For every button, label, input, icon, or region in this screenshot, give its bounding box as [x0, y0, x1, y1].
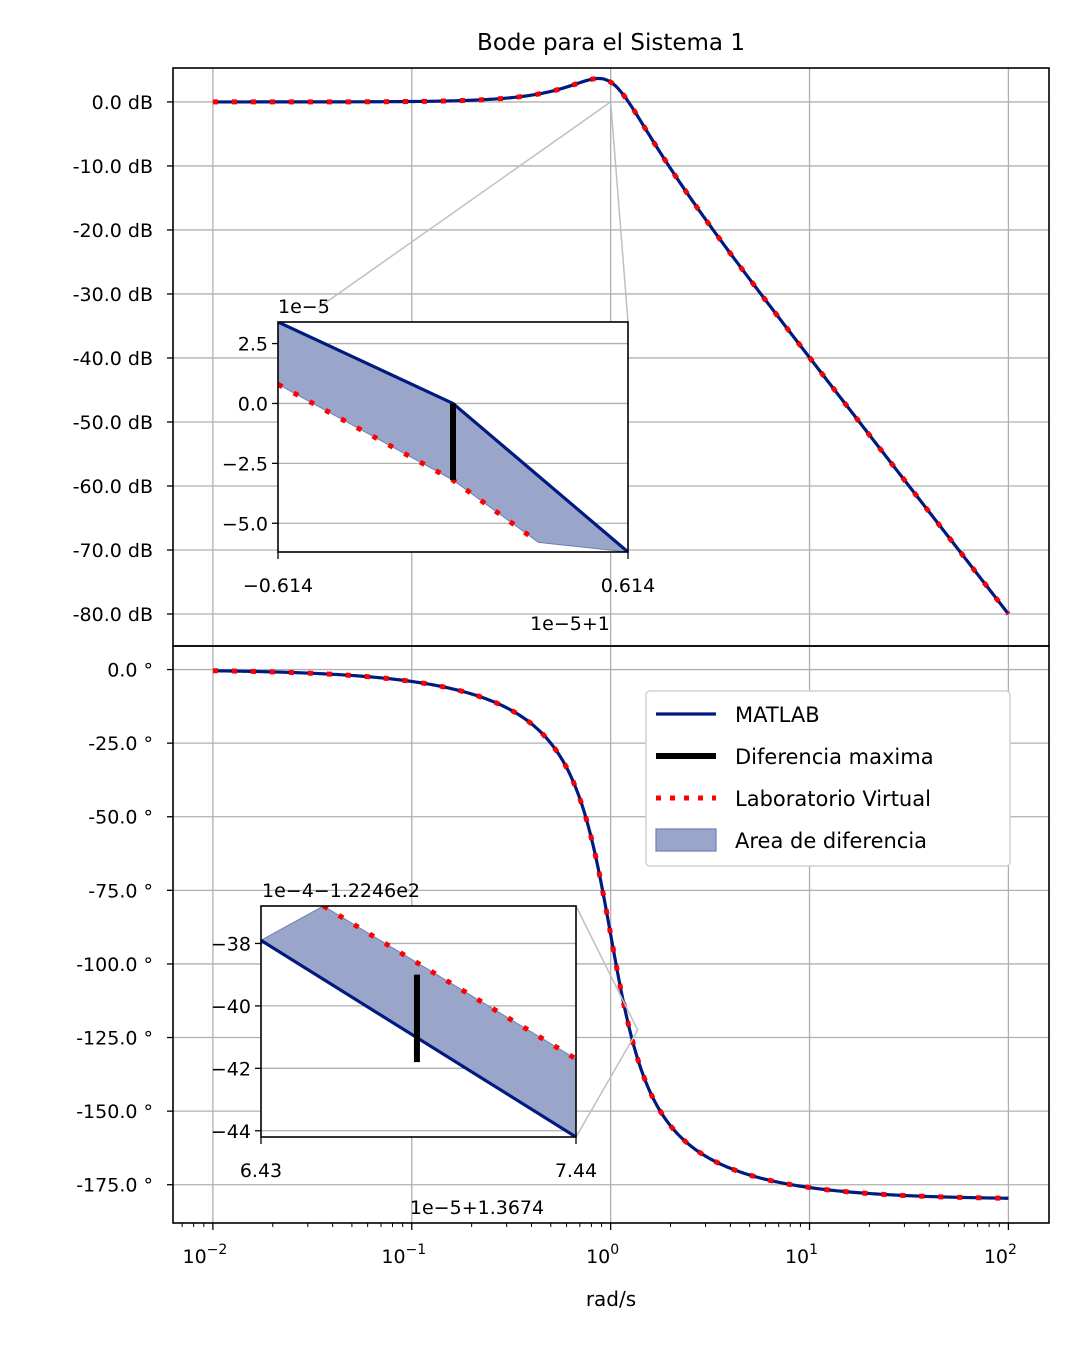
inset-x-tick-label: 7.44 — [555, 1160, 597, 1182]
inset-y-tick-label: 2.5 — [238, 334, 268, 356]
inset-x-tick-label: −0.614 — [243, 575, 313, 597]
inset-x-tick-label: 0.614 — [601, 575, 655, 597]
legend-box — [645, 690, 1011, 867]
y-tick-label: -125.0 ° — [76, 1028, 153, 1050]
inset-plot-area — [261, 906, 576, 1137]
y-tick-label: -30.0 dB — [73, 284, 153, 306]
inset-connector-line — [609, 101, 629, 323]
inset-y-tick-label: −5.0 — [222, 513, 268, 535]
y-tick-label: -20.0 dB — [73, 220, 153, 242]
x-tick-label: 101 — [785, 1242, 818, 1268]
inset-y-tick-label: −2.5 — [222, 453, 268, 475]
inset-x-offset-label: 1e−5+1.3674 — [410, 1197, 544, 1219]
magnitude-panel: 0.0 dB -10.0 dB -20.0 dB -30.0 dB -40.0 dB -5… — [73, 67, 1050, 647]
legend-entry-label: MATLAB — [735, 703, 820, 727]
x-tick-label: 10−2 — [182, 1242, 227, 1268]
y-tick-label: -75.0 ° — [88, 880, 153, 902]
inset-x-tick-label: 6.43 — [240, 1160, 282, 1182]
legend-entry-label: Laboratorio Virtual — [735, 787, 931, 811]
y-tick-label: -100.0 ° — [76, 954, 153, 976]
x-tick-label: 102 — [984, 1242, 1017, 1268]
inset-connector-line — [317, 101, 612, 309]
y-tick-label: 0.0 dB — [92, 92, 153, 114]
chart-title: Bode para el Sistema 1 — [477, 30, 745, 56]
magnitude-inset: 2.5 0.0 −2.5 −5.0 −0.614 0.614 1e−5+1 1e−5 — [222, 101, 655, 635]
inset-virtual-line — [322, 906, 576, 1062]
inset-y-scale-label: 1e−4−1.2246e2 — [262, 880, 420, 902]
matlab-line — [212, 669, 1009, 1200]
inset-connector-line — [575, 905, 639, 1031]
y-tick-label: -150.0 ° — [76, 1101, 153, 1123]
inset-connector-line — [575, 1029, 639, 1138]
inset-y-tick-label: −42 — [211, 1058, 251, 1080]
legend-entry-label: Area de diferencia — [735, 829, 927, 853]
virtual-line — [212, 75, 1011, 616]
y-tick-label: -10.0 dB — [73, 156, 153, 178]
legend-area-swatch — [655, 828, 717, 852]
inset-frame — [260, 905, 577, 1138]
inset-y-scale-label: 1e−5 — [278, 296, 330, 318]
legend: MATLAB Diferencia maxima Laboratorio Virtu… — [645, 690, 1011, 867]
y-tick-label: 0.0 ° — [107, 660, 153, 682]
y-tick-label: -50.0 ° — [88, 807, 153, 829]
inset-frame — [277, 321, 629, 553]
y-tick-label: -80.0 dB — [73, 604, 153, 626]
y-tick-label: -70.0 dB — [73, 540, 153, 562]
inset-y-tick-label: −44 — [211, 1121, 251, 1143]
legend-entry-label: Diferencia maxima — [735, 745, 934, 769]
y-tick-label: -175.0 ° — [76, 1175, 153, 1197]
inset-x-offset-label: 1e−5+1 — [530, 613, 610, 635]
x-axis-label: rad/s — [586, 1287, 636, 1311]
y-tick-label: -25.0 ° — [88, 733, 153, 755]
phase-inset: −38 −40 −42 −44 6.43 7.44 1e−5+1.3674 1e−4−1.22… — [211, 880, 639, 1219]
inset-y-tick-label: −38 — [211, 933, 251, 955]
y-tick-label: -40.0 dB — [73, 348, 153, 370]
x-tick-label: 100 — [586, 1242, 619, 1268]
x-tick-label: 10−1 — [381, 1242, 426, 1268]
inset-y-tick-label: −40 — [211, 996, 251, 1018]
inset-y-tick-label: 0.0 — [238, 393, 268, 415]
y-tick-label: -60.0 dB — [73, 476, 153, 498]
y-tick-label: -50.0 dB — [73, 412, 153, 434]
inset-plot-area — [278, 322, 628, 552]
